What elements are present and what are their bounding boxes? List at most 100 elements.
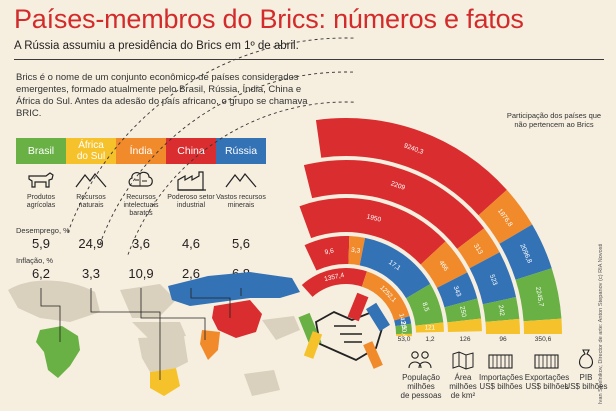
non-brics-share-note: Participação dos países que não pertence… — [506, 111, 602, 129]
value-imp-china: 1950 — [366, 213, 382, 223]
exp-label-1: Exportações — [524, 373, 570, 382]
map-brasil — [36, 326, 80, 378]
tile-russia: Rússia — [216, 138, 266, 164]
segment-pop-brasil — [395, 323, 412, 334]
segment-exp--ndia — [457, 228, 500, 269]
value-pop-r-ssia: 143,5 — [397, 313, 407, 331]
category-label-exports: Exportações US$ bilhões — [518, 373, 576, 391]
value-area-africa-do-sul: 1,2 — [425, 336, 434, 343]
segment-exp-brasil — [482, 297, 520, 322]
segment-area--ndia — [348, 236, 366, 266]
container-icon — [534, 354, 559, 369]
segment-pib--frica-do-sul — [523, 318, 562, 334]
unemployment-india: 3,6 — [131, 236, 151, 251]
value-exp-brasil: 242 — [497, 305, 506, 317]
area-label-2: milhões — [449, 382, 477, 391]
map-china — [212, 300, 262, 338]
segment-pop--ndia — [361, 271, 410, 321]
segment-pop-r-ssia — [394, 316, 412, 327]
segment-exp-r-ssia — [469, 252, 517, 305]
inflation-label: Inflação, % — [16, 256, 54, 265]
inflation-brasil: 6,2 — [31, 266, 51, 281]
segment-imp-r-ssia — [436, 272, 478, 308]
segment-pib-brasil — [515, 268, 562, 322]
unemployment-china: 4,6 — [181, 236, 201, 251]
segment-imp--ndia — [420, 241, 468, 288]
segment-pib--ndia — [478, 189, 533, 244]
resource-china: Poderoso setor industrial — [167, 194, 215, 209]
tile-africa-label-1: África — [78, 140, 104, 151]
value-imp-africa-do-sul: 126 — [459, 336, 470, 343]
segment-imp--frica-do-sul — [447, 318, 482, 332]
mountains-icon — [75, 173, 107, 188]
credit-line: Ivan Sinelnikov, Director de arte: Anton… — [598, 243, 604, 404]
value-exp-africa-do-sul: 96 — [499, 336, 507, 343]
dashed-guide-2 — [67, 37, 357, 233]
tile-china-label: China — [177, 145, 205, 157]
segment-area--frica-do-sul — [415, 322, 444, 333]
value-area--ndia: 3,3 — [351, 247, 361, 255]
imp-label-1: Importações — [478, 373, 524, 382]
header-divider — [14, 59, 604, 60]
inflation-india: 10,9 — [128, 266, 154, 281]
segment-area-brasil — [406, 283, 444, 326]
brain-icon — [128, 171, 153, 187]
area-label-1: Área — [454, 373, 472, 382]
chart-bottom-values: 53,0 1,2 121 126 96 350,6 — [398, 325, 552, 343]
chart-segments — [299, 117, 562, 337]
tile-china: China — [166, 138, 216, 164]
unemployment-africa: 24,9 — [78, 236, 104, 251]
resource-africa: Recursos naturais — [76, 194, 106, 209]
value-pop-china: 1357,4 — [324, 272, 345, 283]
unemployment-brasil: 5,9 — [31, 236, 51, 251]
segment-pop--frica-do-sul — [395, 333, 412, 337]
inflation-africa: 3,3 — [81, 266, 101, 281]
people-icon — [408, 351, 432, 369]
money-bag-icon — [578, 349, 594, 369]
segment-imp-brasil — [444, 298, 482, 323]
resource-brasil: Produtos agrícolas — [26, 194, 56, 209]
category-label-population: População milhões de pessoas — [392, 373, 450, 400]
imp-label-2: US$ bilhões — [479, 382, 523, 391]
map-icon — [452, 351, 474, 370]
tile-india-label: Índia — [129, 145, 153, 157]
value-pop-africa-do-sul: 53,0 — [398, 336, 411, 343]
tile-brasil-label: Brasil — [27, 145, 55, 157]
page-subtitle: A Rússia assumiu a presidência do Brics … — [14, 40, 299, 52]
value-area-rest: 121 — [425, 325, 436, 332]
map-africa-other — [138, 336, 188, 372]
category-label-imports: Importações US$ bilhões — [472, 373, 530, 391]
value-area-brasil: 8,5 — [421, 302, 431, 313]
segment-exp--frica-do-sul — [485, 318, 520, 334]
map-africa-do-sul — [150, 368, 180, 396]
segment-pop-china — [301, 268, 367, 297]
connector-africa — [90, 288, 161, 380]
map-landmass-asia-east — [262, 316, 300, 340]
tile-africa-label-2: do Sul — [76, 151, 106, 162]
dashed-guide-1 — [99, 71, 356, 245]
connector-china — [190, 288, 231, 318]
exp-label-2: US$ bilhões — [525, 382, 569, 391]
page-title: Países-membros do Brics: números e fatos — [14, 4, 524, 34]
segment-area-china — [304, 236, 350, 271]
segment-pib-china — [315, 117, 507, 216]
container-icon — [488, 354, 513, 369]
handshake-icon — [298, 292, 390, 374]
tile-africa-do-sul: África do Sul — [66, 138, 116, 164]
unemployment-label: Desemprego, % — [16, 226, 70, 235]
segment-imp-china — [299, 197, 446, 265]
connector-brasil — [40, 288, 61, 342]
value-area-china: 9,6 — [324, 248, 335, 257]
pop-label-1: População — [402, 373, 440, 382]
map-landmass-australia — [244, 370, 280, 396]
factory-icon — [177, 171, 206, 191]
pib-label-1: PIB — [579, 373, 593, 382]
tile-russia-label: Rússia — [224, 145, 258, 157]
pib-label-2: US$ bilhões — [564, 382, 608, 391]
value-pib-africa-do-sul: 350,6 — [535, 336, 552, 343]
mountains-icon — [225, 173, 257, 188]
cow-icon — [28, 172, 54, 188]
value-pop-brasil: 200,4 — [399, 321, 407, 338]
category-label-area: Área milhões de km² — [434, 373, 492, 400]
